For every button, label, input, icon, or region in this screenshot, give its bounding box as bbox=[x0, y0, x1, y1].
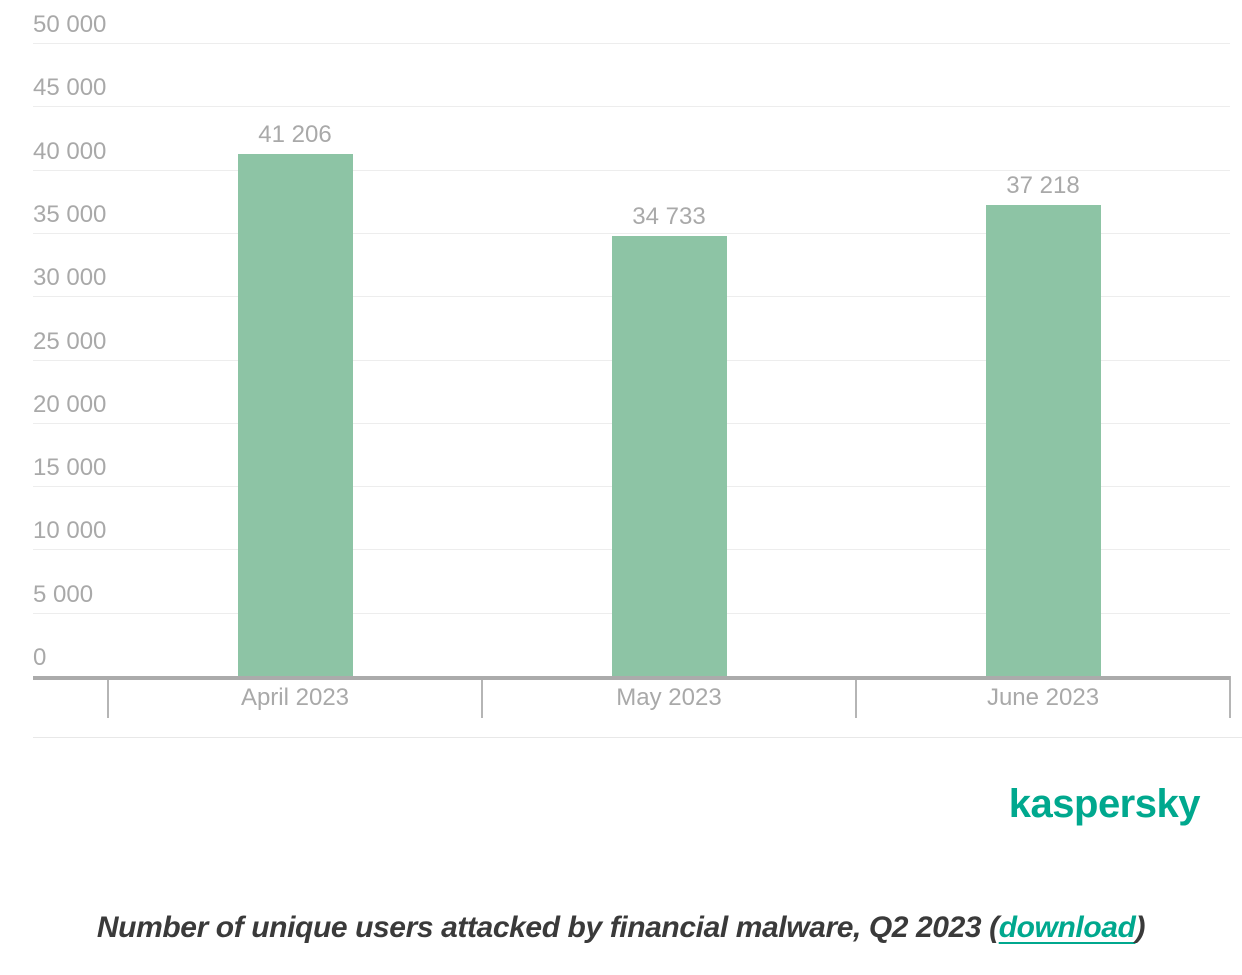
x-axis-tick bbox=[855, 676, 857, 718]
x-axis-tick bbox=[1229, 676, 1231, 718]
y-axis-tick-label: 25 000 bbox=[33, 327, 107, 355]
gridline bbox=[33, 43, 1230, 44]
bar-value-label: 37 218 bbox=[1006, 171, 1080, 199]
y-axis-tick-label: 40 000 bbox=[33, 137, 107, 165]
gridline bbox=[33, 232, 1230, 234]
y-axis-tick-label: 20 000 bbox=[33, 390, 107, 418]
caption-text-end: ) bbox=[1135, 911, 1146, 944]
y-axis-tick-label: 50 000 bbox=[33, 11, 107, 38]
bar-june-2023 bbox=[985, 204, 1101, 676]
x-axis-category-label: May 2023 bbox=[616, 684, 722, 711]
chart-caption: Number of unique users attacked by finan… bbox=[0, 911, 1242, 945]
bar-april-2023 bbox=[237, 154, 353, 676]
x-axis-tick bbox=[107, 676, 109, 718]
gridline bbox=[33, 169, 1230, 171]
bar-value-label: 34 733 bbox=[632, 203, 706, 231]
bar-value-label: 41 206 bbox=[258, 121, 332, 149]
gridline bbox=[33, 106, 1230, 108]
y-axis-tick-label: 5 000 bbox=[33, 580, 94, 608]
y-axis-tick-label: 10 000 bbox=[33, 517, 107, 545]
x-axis-category-label: April 2023 bbox=[240, 684, 350, 711]
bar-chart: 0 5 000 10 000 15 000 20 000 25 000 30 000 35 0… bbox=[33, 11, 1242, 738]
y-axis-tick-label: 45 000 bbox=[33, 74, 107, 102]
y-axis-tick-label: 15 000 bbox=[33, 454, 107, 482]
kaspersky-logo: kaspersky bbox=[1008, 782, 1201, 826]
y-axis-tick-label: 35 000 bbox=[33, 200, 107, 228]
x-axis-tick bbox=[481, 676, 483, 718]
x-axis-line bbox=[33, 676, 1230, 680]
y-axis-tick-label: 30 000 bbox=[33, 264, 107, 292]
download-link[interactable]: download bbox=[998, 911, 1136, 944]
x-axis-category-label: June 2023 bbox=[986, 684, 1100, 711]
plot-area: 0 5 000 10 000 15 000 20 000 25 000 30 000 35 0… bbox=[33, 11, 1231, 718]
caption-text: Number of unique users attacked by finan… bbox=[96, 911, 999, 944]
y-axis-tick-label: 0 bbox=[33, 644, 47, 671]
chart-bottom-divider bbox=[33, 737, 1242, 738]
bar-may-2023 bbox=[611, 236, 727, 676]
